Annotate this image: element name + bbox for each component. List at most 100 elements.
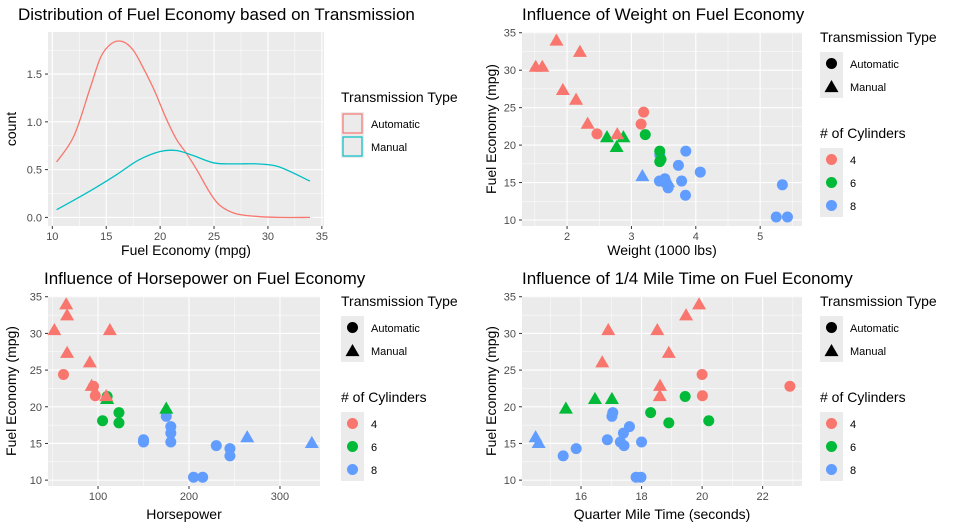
point-automatic — [654, 156, 666, 168]
y-tick-label: 1.0 — [27, 117, 42, 129]
point-manual — [528, 59, 543, 72]
point-automatic — [781, 211, 793, 223]
point-manual — [549, 33, 564, 46]
x-tick-label: 200 — [180, 491, 198, 503]
point-automatic — [113, 407, 125, 419]
y-tick-label: 30 — [504, 65, 516, 77]
y-tick-label: 35 — [30, 292, 42, 304]
legend-label-manual: Manual — [850, 346, 886, 358]
point-manual — [572, 44, 587, 57]
legend-shape-title: Transmission Type — [820, 293, 937, 309]
point-automatic — [601, 434, 613, 446]
point-automatic — [607, 407, 619, 419]
point-manual — [82, 355, 97, 368]
point-automatic — [557, 450, 569, 462]
legend-key-triangle — [824, 343, 839, 357]
chart-title: Influence of Weight on Fuel Economy — [522, 5, 805, 24]
x-tick-label: 3 — [628, 231, 634, 243]
point-manual — [304, 435, 319, 449]
point-manual — [604, 391, 619, 405]
legend-key-cyl-6 — [826, 441, 837, 452]
y-axis-label: Fuel Economy (mpg) — [483, 64, 499, 194]
point-automatic — [680, 145, 692, 157]
legend-label-automatic: Automatic — [850, 59, 899, 71]
legend-key-cyl-4 — [826, 418, 837, 429]
legend-key-cyl-8 — [826, 464, 837, 475]
x-tick-label: 15 — [100, 231, 112, 243]
legend-label-manual: Manual — [371, 142, 407, 154]
x-tick-label: 300 — [271, 491, 289, 503]
legend-key-cyl-6 — [826, 177, 837, 188]
legend-key-circle — [347, 322, 358, 333]
point-manual — [601, 322, 616, 336]
point-manual — [102, 322, 117, 336]
y-tick-label: 25 — [504, 103, 516, 115]
legend-shape-title: Transmission Type — [341, 293, 458, 309]
legend-key-circle — [826, 322, 837, 333]
legend-label-automatic: Automatic — [371, 323, 420, 335]
x-tick-label: 20 — [154, 231, 166, 243]
legend-label-cyl-8: 8 — [850, 201, 856, 213]
legend-color-title: # of Cylinders — [820, 125, 906, 141]
y-axis-label: count — [3, 112, 19, 146]
point-manual — [558, 401, 573, 414]
legend: Transmission Type Automatic Manual # of Cyl… — [820, 293, 937, 481]
point-manual — [60, 308, 75, 321]
x-tick-label: 25 — [208, 231, 220, 243]
chart-panel-3: Influence of Horsepower on Fuel Economy 1… — [3, 269, 458, 522]
legend-color-title: # of Cylinders — [820, 389, 906, 405]
point-manual — [661, 345, 676, 358]
y-tick-label: 30 — [30, 328, 42, 340]
legend-label-automatic: Automatic — [371, 119, 420, 131]
legend: Transmission Type Automatic Manual # of Cyl… — [341, 293, 458, 481]
point-automatic — [784, 380, 796, 392]
density-line-manual — [56, 149, 311, 211]
y-tick-label: 15 — [504, 178, 516, 190]
legend-label-cyl-6: 6 — [850, 442, 856, 454]
point-manual — [159, 401, 174, 414]
point-manual — [661, 175, 676, 188]
y-tick-label: 10 — [30, 475, 42, 487]
point-manual — [531, 435, 546, 449]
y-tick-label: 1.5 — [27, 69, 42, 81]
x-tick-label: 100 — [89, 491, 107, 503]
point-automatic — [89, 390, 101, 402]
point-automatic — [676, 175, 688, 187]
legend: Transmission Type Automatic Manual # of Cyl… — [820, 29, 937, 217]
point-automatic — [165, 436, 177, 448]
legend-label-cyl-8: 8 — [371, 465, 377, 477]
point-automatic — [703, 415, 715, 427]
x-tick-label: 22 — [757, 491, 769, 503]
point-manual — [595, 355, 610, 368]
point-automatic — [635, 118, 647, 130]
y-tick-label: 10 — [504, 215, 516, 227]
point-manual — [240, 430, 255, 443]
plot-panel — [48, 32, 324, 226]
x-tick-label: 4 — [693, 231, 699, 243]
legend-key-bg — [341, 135, 364, 158]
point-automatic — [694, 166, 706, 178]
y-tick-label: 20 — [504, 140, 516, 152]
y-tick-label: 30 — [504, 328, 516, 340]
legend-key-triangle — [824, 79, 839, 93]
point-automatic — [113, 417, 125, 429]
chart-panel-1: Distribution of Fuel Economy based on Tr… — [3, 5, 458, 258]
legend-shape-title: Transmission Type — [820, 29, 937, 45]
point-automatic — [653, 175, 665, 187]
legend-key-manual — [342, 136, 363, 157]
y-tick-label: 25 — [30, 365, 42, 377]
point-manual — [692, 297, 707, 310]
legend-key-cyl-4 — [347, 418, 358, 429]
point-manual — [99, 388, 114, 402]
legend-title: Transmission Type — [341, 89, 458, 105]
x-tick-label: 5 — [757, 231, 763, 243]
point-manual — [580, 116, 595, 129]
legend-label-manual: Manual — [371, 346, 407, 358]
point-automatic — [645, 407, 657, 419]
legend-key-triangle — [345, 343, 360, 357]
point-automatic — [224, 450, 236, 462]
legend-label-automatic: Automatic — [850, 323, 899, 335]
point-automatic — [639, 129, 651, 141]
y-tick-label: 25 — [504, 365, 516, 377]
y-tick-label: 0.5 — [27, 165, 42, 177]
